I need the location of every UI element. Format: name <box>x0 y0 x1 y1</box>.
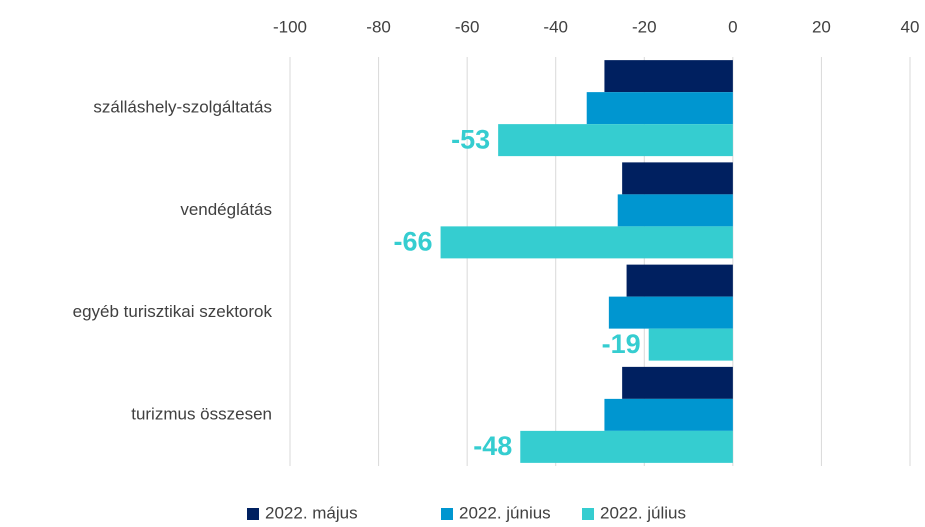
bar <box>498 124 733 157</box>
x-tick-label: -100 <box>273 17 307 36</box>
bar <box>622 162 733 195</box>
data-label: -66 <box>394 227 433 257</box>
legend-label: 2022. július <box>600 503 686 522</box>
category-label: turizmus összesen <box>131 404 272 423</box>
category-label: vendéglátás <box>180 200 272 219</box>
data-label: -53 <box>451 124 490 154</box>
data-label: -48 <box>473 431 512 461</box>
bar <box>608 296 733 329</box>
category-label: szálláshely-szolgáltatás <box>93 98 272 117</box>
x-tick-label: -60 <box>455 17 480 36</box>
x-tick-label: -20 <box>632 17 657 36</box>
x-tick-label: 20 <box>812 17 831 36</box>
x-tick-label: -80 <box>366 17 391 36</box>
bar <box>604 398 733 431</box>
bar <box>586 92 733 125</box>
legend-label: 2022. május <box>265 503 358 522</box>
legend-label: 2022. június <box>459 503 551 522</box>
legend-swatch <box>441 508 453 520</box>
x-tick-label: 0 <box>728 17 737 36</box>
category-label: egyéb turisztikai szektorok <box>73 302 273 321</box>
bar <box>648 328 733 361</box>
bar <box>604 60 733 93</box>
bar <box>520 430 733 463</box>
bar <box>622 366 733 399</box>
x-tick-label: 40 <box>901 17 920 36</box>
legend-swatch <box>247 508 259 520</box>
x-tick-label: -40 <box>543 17 568 36</box>
bar <box>617 194 733 227</box>
data-label: -19 <box>602 329 641 359</box>
legend-swatch <box>582 508 594 520</box>
bar <box>440 226 733 259</box>
bar <box>626 264 733 297</box>
